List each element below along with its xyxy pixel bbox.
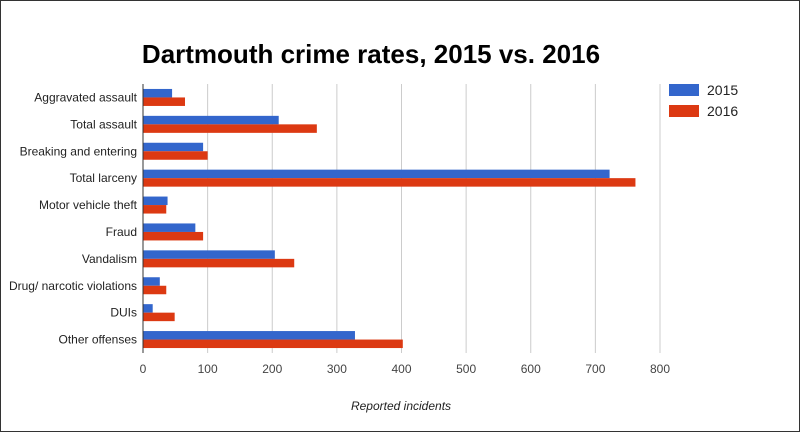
bar-2016-3 bbox=[143, 178, 636, 187]
legend: 2015 2016 bbox=[669, 82, 738, 119]
legend-swatch-2015 bbox=[669, 84, 699, 96]
x-tick-labels: 0 100 200 300 400 500 600 700 800 bbox=[140, 362, 671, 376]
bar-2016-8 bbox=[143, 312, 175, 322]
x-tick-label-0: 0 bbox=[140, 362, 147, 376]
x-axis-title: Reported incidents bbox=[351, 399, 451, 413]
category-labels: Aggravated assault Total assault Breaking … bbox=[9, 90, 138, 346]
x-tick-label-800: 800 bbox=[650, 362, 670, 376]
bar-2015-0 bbox=[143, 88, 173, 98]
x-tick-label-200: 200 bbox=[262, 362, 282, 376]
x-tick-label-100: 100 bbox=[198, 362, 218, 376]
legend-label-2016: 2016 bbox=[707, 103, 738, 119]
category-label: DUIs bbox=[110, 306, 137, 320]
category-label: Drug/ narcotic violations bbox=[9, 279, 137, 293]
category-label: Aggravated assault bbox=[34, 90, 137, 104]
x-tick-label-500: 500 bbox=[456, 362, 476, 376]
bars bbox=[143, 88, 636, 349]
x-tick-label-300: 300 bbox=[327, 362, 347, 376]
chart-title: Dartmouth crime rates, 2015 vs. 2016 bbox=[142, 39, 600, 69]
bar-2015-6 bbox=[143, 250, 275, 259]
category-label: Other offenses bbox=[59, 333, 138, 347]
category-label: Motor vehicle theft bbox=[39, 198, 138, 212]
bar-2015-5 bbox=[143, 223, 196, 232]
bar-2016-7 bbox=[143, 285, 167, 295]
bar-2016-9 bbox=[143, 339, 403, 349]
bar-2016-5 bbox=[143, 231, 204, 241]
bar-2016-1 bbox=[143, 124, 317, 133]
bar-2016-6 bbox=[143, 258, 295, 268]
category-label: Total larceny bbox=[70, 171, 137, 185]
bar-2015-2 bbox=[143, 142, 204, 152]
category-label: Breaking and entering bbox=[20, 144, 137, 158]
category-label: Total assault bbox=[70, 117, 137, 131]
bar-2015-7 bbox=[143, 277, 160, 286]
bar-2016-2 bbox=[143, 151, 208, 160]
bar-2016-4 bbox=[143, 205, 167, 214]
category-label: Fraud bbox=[106, 225, 137, 239]
bar-2015-8 bbox=[143, 304, 153, 313]
x-tick-label-700: 700 bbox=[585, 362, 605, 376]
bar-2016-0 bbox=[143, 97, 186, 106]
category-label: Vandalism bbox=[82, 252, 137, 266]
bar-2015-1 bbox=[143, 115, 279, 125]
legend-label-2015: 2015 bbox=[707, 82, 738, 98]
bar-2015-3 bbox=[143, 169, 610, 179]
bar-2015-4 bbox=[143, 196, 168, 206]
x-tick-label-600: 600 bbox=[521, 362, 541, 376]
legend-swatch-2016 bbox=[669, 105, 699, 117]
x-tick-label-400: 400 bbox=[391, 362, 411, 376]
bar-2015-9 bbox=[143, 331, 355, 340]
